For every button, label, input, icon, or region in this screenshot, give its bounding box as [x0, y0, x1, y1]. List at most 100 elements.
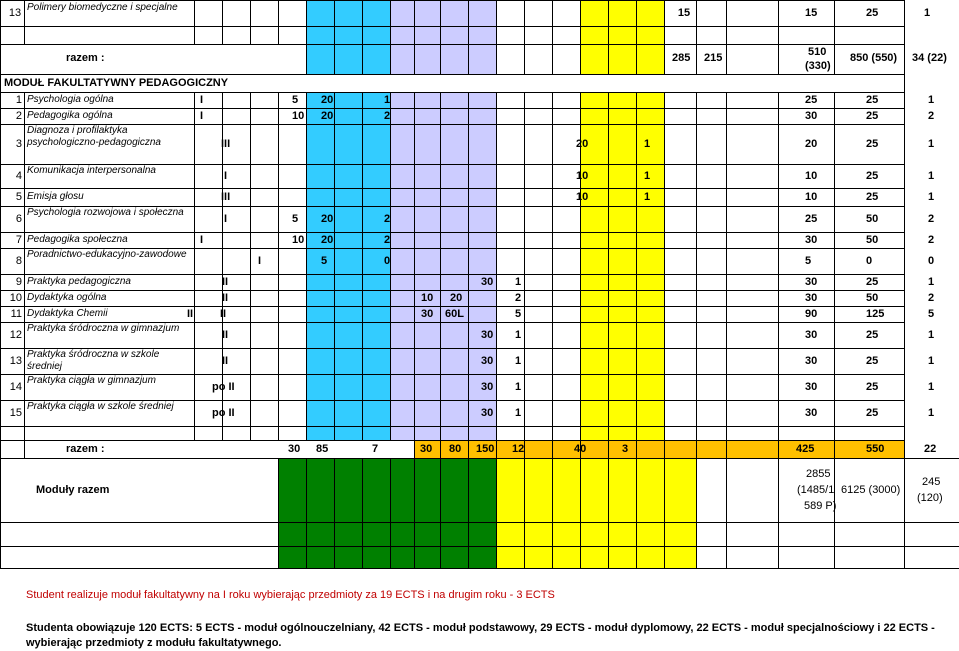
note-fakultatywny: Student realizuje moduł fakultatywny na … [26, 589, 555, 601]
row-cell [608, 274, 637, 291]
row-cell [608, 164, 637, 189]
semester: I [224, 213, 228, 225]
row-number-cell [0, 374, 25, 401]
note-ects-line1: Studenta obowiązuje 120 ECTS: 5 ECTS - m… [26, 622, 935, 634]
empty-cell [726, 522, 779, 547]
row-cell [194, 322, 223, 349]
row-cell [306, 188, 335, 207]
hours-1: 10 [576, 170, 589, 182]
row-cell [552, 274, 581, 291]
empty-cell [580, 522, 609, 547]
row-cell [636, 124, 665, 165]
razem-top-strip [362, 26, 391, 45]
razem-bottom-value: 3 [622, 443, 629, 455]
row-cell [696, 374, 727, 401]
subject-cell [24, 124, 195, 165]
razem-top-strip [0, 26, 25, 45]
moduly-cell [904, 458, 959, 523]
row-cell [362, 124, 391, 165]
total-3: 1 [928, 407, 935, 419]
row-cell [250, 290, 279, 307]
semester: I [258, 255, 262, 267]
row-cell [440, 206, 469, 233]
moduly-v3b: (120) [917, 492, 943, 504]
moduly-cell [608, 458, 637, 523]
empty-cell [608, 426, 637, 441]
total-2: 25 [866, 170, 879, 182]
row-cell [696, 124, 727, 165]
row-cell [664, 232, 697, 249]
empty-cell [834, 522, 905, 547]
row-cell [696, 306, 727, 323]
razem-top-cell [778, 44, 835, 75]
row-cell [834, 248, 905, 275]
moduly-label: Moduły razem [36, 484, 110, 496]
row-cell [552, 124, 581, 165]
moduly-cell [334, 458, 363, 523]
moduly-cell [440, 458, 469, 523]
hours-1: 5 [321, 255, 328, 267]
row-cell [608, 92, 637, 109]
hours-2: 1 [644, 170, 651, 182]
row-cell [608, 322, 637, 349]
row-cell [334, 274, 363, 291]
razem-top-cell [306, 44, 335, 75]
row-cell [278, 124, 307, 165]
top-row-cell [250, 0, 279, 27]
row-cell [496, 400, 525, 427]
razem-top-strip [390, 26, 415, 45]
hours-1: 10 [421, 292, 434, 304]
row-cell [552, 306, 581, 323]
razem-top-strip [414, 26, 441, 45]
row-number: 13 [9, 355, 22, 367]
razem-top-strip [636, 26, 665, 45]
row-number: 5 [15, 191, 22, 203]
hours-2: 60L [445, 308, 464, 320]
empty-cell [334, 522, 363, 547]
empty-cell [608, 522, 637, 547]
row-cell [362, 290, 391, 307]
razem-top-cell [608, 44, 637, 75]
total-2: 25 [866, 138, 879, 150]
razem-top-strip [222, 26, 251, 45]
row-cell [306, 322, 335, 349]
row-cell [468, 188, 497, 207]
row-cell [278, 400, 307, 427]
empty-cell [278, 426, 307, 441]
total-1: 5 [805, 255, 812, 267]
row-number: 7 [15, 234, 22, 246]
row-number-cell [0, 348, 25, 375]
row-cell [440, 188, 469, 207]
row-cell [306, 206, 335, 233]
top-row-cell [390, 0, 415, 27]
subject-name: Psychologia rozwojowa i społeczna [27, 207, 184, 218]
row-cell [306, 290, 335, 307]
row-cell [194, 248, 223, 275]
total-1: 90 [805, 308, 818, 320]
empty-cell [636, 522, 665, 547]
row-number: 3 [15, 138, 22, 150]
subject-name: Dydaktyka Chemii [27, 308, 108, 319]
empty-cell [524, 522, 553, 547]
row-number: 1 [15, 94, 22, 106]
total-1: 30 [805, 292, 818, 304]
total-3: 2 [928, 110, 935, 122]
row-number: 14 [9, 381, 22, 393]
razem-top-cell [580, 44, 609, 75]
subject-name: Praktyka pedagogiczna [27, 276, 131, 287]
row-cell [250, 348, 279, 375]
total-3: 1 [928, 170, 935, 182]
ects: 2 [384, 213, 391, 225]
row-cell [250, 274, 279, 291]
row-cell [636, 206, 665, 233]
empty-cell [0, 426, 25, 441]
razem-top-strip [24, 26, 195, 45]
razem-top-v3a: 510 [808, 46, 827, 58]
semester: III [221, 191, 231, 203]
hours-1: 10 [292, 110, 305, 122]
row-cell [726, 232, 779, 249]
row-cell [608, 124, 637, 165]
semester: I [224, 170, 228, 182]
row-number: 15 [9, 407, 22, 419]
row-cell [414, 108, 441, 125]
